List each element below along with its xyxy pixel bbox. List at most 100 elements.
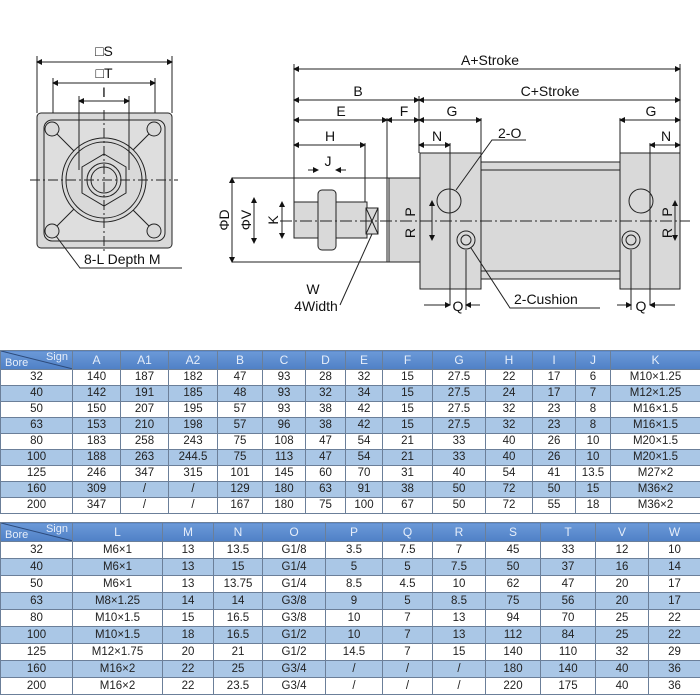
bore-cell: 32 <box>0 541 73 559</box>
value-cell: / <box>120 497 169 514</box>
value-cell: 62 <box>485 575 541 593</box>
port-label: 2-O <box>498 125 521 141</box>
value-cell: 108 <box>262 433 306 450</box>
value-cell: 6 <box>575 369 611 386</box>
value-cell: 315 <box>168 465 218 482</box>
value-cell: 22 <box>648 609 700 627</box>
bore-cell: 200 <box>0 497 73 514</box>
value-cell: 72 <box>485 481 533 498</box>
value-cell: 31 <box>382 465 433 482</box>
value-cell: 50 <box>485 558 541 576</box>
column-header-o: O <box>262 522 326 542</box>
value-cell: 8 <box>575 417 611 434</box>
value-cell: 33 <box>540 541 596 559</box>
value-cell: 140 <box>540 660 596 678</box>
s-label: □S <box>95 43 113 59</box>
table-row: 125 M12×1.75 20 21 G1/2 14.5 7 15 140 110 32 29 <box>0 643 700 661</box>
value-cell: 347 <box>120 465 169 482</box>
value-cell: 9 <box>325 592 383 610</box>
value-cell: 23 <box>532 401 576 418</box>
bore-label: Bore <box>5 357 29 369</box>
value-cell: 29 <box>648 643 700 661</box>
table-row: 80 M10×1.5 15 16.5 G3/8 10 7 13 94 70 25 22 <box>0 609 700 627</box>
value-cell: 27.5 <box>432 417 486 434</box>
value-cell: 47 <box>217 369 263 386</box>
value-cell: 25 <box>595 609 649 627</box>
value-cell: 75 <box>217 433 263 450</box>
value-cell: 42 <box>345 401 383 418</box>
r-right-label: R <box>659 228 675 238</box>
value-cell: 41 <box>532 465 576 482</box>
bore-cell: 160 <box>0 481 73 498</box>
value-cell: 33 <box>432 433 486 450</box>
column-header-p: P <box>325 522 383 542</box>
column-header-i: I <box>532 350 576 370</box>
value-cell: 23 <box>532 417 576 434</box>
value-cell: 21 <box>382 449 433 466</box>
dimension-table-2: Sign Bore L M N O P Q R S T V W 32 M6×1 13 13.5 G1/8 3.5 7.… <box>0 522 700 695</box>
column-header-r: R <box>432 522 486 542</box>
g-right-label: G <box>646 103 657 119</box>
value-cell: 243 <box>168 433 218 450</box>
dimension-table-1: Sign Bore A A1 A2 B C D E F G H I J K 32 140 187 182 47 93 28… <box>0 350 700 514</box>
value-cell: 47 <box>540 575 596 593</box>
value-cell: M27×2 <box>610 465 700 482</box>
value-cell: 7 <box>575 385 611 402</box>
value-cell: 195 <box>168 401 218 418</box>
value-cell: M6×1 <box>72 558 163 576</box>
r-left-label: R <box>402 228 418 238</box>
value-cell: 258 <box>120 433 169 450</box>
table-row: 40 M6×1 13 15 G1/4 5 5 7.5 50 37 16 14 <box>0 558 700 576</box>
value-cell: M16×2 <box>72 677 163 695</box>
value-cell: 45 <box>485 541 541 559</box>
value-cell: 145 <box>262 465 306 482</box>
value-cell: 25 <box>213 660 263 678</box>
value-cell: 70 <box>540 609 596 627</box>
value-cell: 54 <box>485 465 533 482</box>
column-header-v: V <box>595 522 649 542</box>
bore-cell: 200 <box>0 677 73 695</box>
value-cell: 93 <box>262 369 306 386</box>
table-row: 125 246 347 315 101 145 60 70 31 40 54 41 13.5 M27×2 <box>0 465 700 482</box>
value-cell: 17 <box>532 385 576 402</box>
bore-cell: 160 <box>0 660 73 678</box>
v-label: ΦV <box>238 209 254 230</box>
value-cell: 15 <box>162 609 214 627</box>
value-cell: 198 <box>168 417 218 434</box>
value-cell: 180 <box>485 660 541 678</box>
value-cell: 17 <box>648 575 700 593</box>
value-cell: 8.5 <box>432 592 486 610</box>
value-cell: 150 <box>72 401 121 418</box>
value-cell: 140 <box>72 369 121 386</box>
value-cell: 21 <box>213 643 263 661</box>
value-cell: 100 <box>345 497 383 514</box>
value-cell: 7 <box>382 626 433 644</box>
value-cell: 72 <box>485 497 533 514</box>
value-cell: 183 <box>72 433 121 450</box>
value-cell: M12×1.75 <box>72 643 163 661</box>
value-cell: G3/4 <box>262 660 326 678</box>
value-cell: 15 <box>382 417 433 434</box>
q-right-label: Q <box>636 298 647 314</box>
value-cell: / <box>432 677 486 695</box>
value-cell: 16 <box>595 558 649 576</box>
column-header-g: G <box>432 350 486 370</box>
sign-label: Sign <box>45 351 68 364</box>
value-cell: M6×1 <box>72 541 163 559</box>
value-cell: 207 <box>120 401 169 418</box>
value-cell: 16.5 <box>213 626 263 644</box>
table-row: 200 347//167 180 75 100 67 50 72 55 18 M36×2 <box>0 497 700 514</box>
value-cell: M12×1.25 <box>610 385 700 402</box>
value-cell: 14 <box>162 592 214 610</box>
value-cell: 13.5 <box>213 541 263 559</box>
value-cell: 10 <box>325 626 383 644</box>
table-row: 160 309//129 180 63 91 38 50 72 50 15 M36×2 <box>0 481 700 498</box>
value-cell: M16×2 <box>72 660 163 678</box>
value-cell: 185 <box>168 385 218 402</box>
bore-cell: 100 <box>0 449 73 466</box>
value-cell: 50 <box>432 497 486 514</box>
value-cell: 101 <box>217 465 263 482</box>
value-cell: 28 <box>305 369 346 386</box>
value-cell: 55 <box>532 497 576 514</box>
value-cell: 17 <box>532 369 576 386</box>
